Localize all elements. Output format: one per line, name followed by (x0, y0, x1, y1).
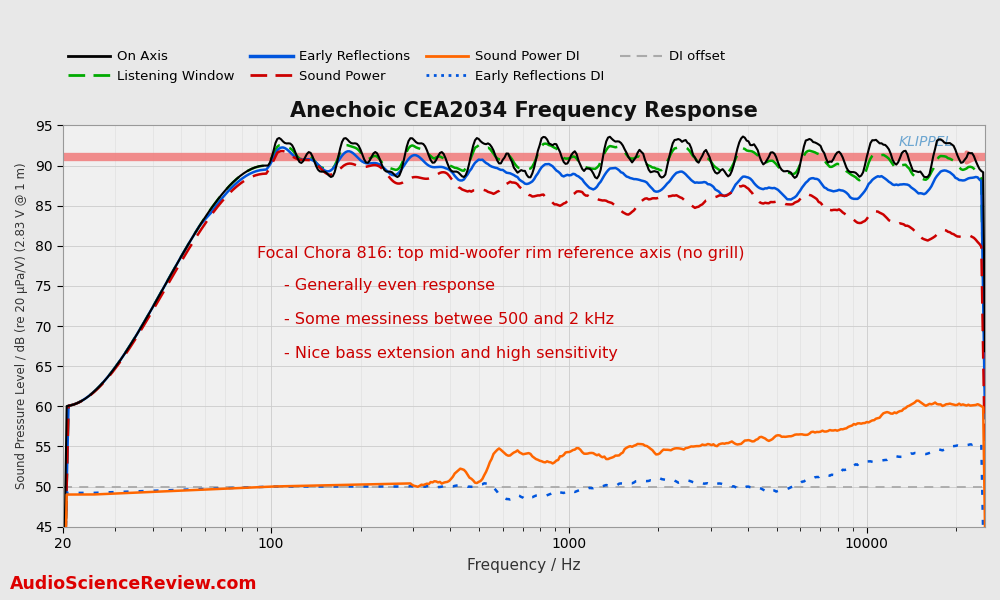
X-axis label: Frequency / Hz: Frequency / Hz (467, 558, 581, 573)
Text: - Generally even response: - Generally even response (284, 278, 495, 293)
Text: - Nice bass extension and high sensitivity: - Nice bass extension and high sensitivi… (284, 346, 618, 361)
Text: - Some messiness betwee 500 and 2 kHz: - Some messiness betwee 500 and 2 kHz (284, 312, 614, 327)
Text: Focal Chora 816: top mid-woofer rim reference axis (no grill): Focal Chora 816: top mid-woofer rim refe… (257, 246, 744, 261)
Text: AudioScienceReview.com: AudioScienceReview.com (10, 575, 258, 593)
Y-axis label: Sound Pressure Level / dB (re 20 μPa/V) (2.83 V @ 1 m): Sound Pressure Level / dB (re 20 μPa/V) … (15, 163, 28, 490)
Title: Anechoic CEA2034 Frequency Response: Anechoic CEA2034 Frequency Response (290, 101, 758, 121)
Legend: On Axis, Listening Window, Early Reflections, Sound Power, Sound Power DI, Early: On Axis, Listening Window, Early Reflect… (63, 45, 730, 88)
Text: KLIPPEL: KLIPPEL (898, 136, 953, 149)
